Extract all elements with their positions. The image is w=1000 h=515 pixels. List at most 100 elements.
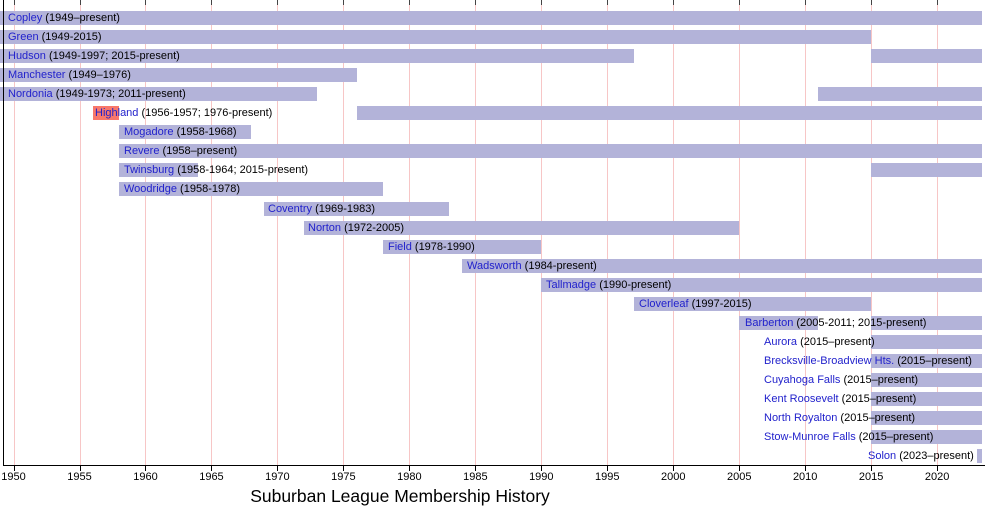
axis-tick-label: 1970 [265,471,290,483]
top-tick [673,0,675,5]
top-tick [211,0,213,5]
axis-tick-label: 2005 [726,471,752,483]
team-link[interactable]: Nordonia [8,88,53,101]
membership-bar [633,296,872,311]
membership-years: (1958–present) [159,145,238,158]
team-link[interactable]: Brecksville-Broadview Hts. [764,354,895,367]
membership-years: (1969-1983) [312,202,376,215]
team-link[interactable]: Tallmadge [546,278,597,291]
team-link[interactable]: Norton [308,221,342,234]
top-tick [475,0,477,5]
gridline [805,0,807,465]
axis-tick-label: 2015 [858,471,884,483]
membership-bar [871,49,982,64]
top-tick [937,0,939,5]
axis-tick [739,465,741,471]
membership-bar [0,87,318,102]
team-link[interactable]: North Royalton [764,412,838,425]
row-label: Field (1978-1990) [388,240,475,254]
row-label: Mogadore (1958-1968) [124,125,237,139]
membership-bar [818,87,982,102]
membership-bar [0,49,634,64]
membership-years: (1990-present) [596,278,672,291]
team-link[interactable]: Highland [95,107,139,120]
membership-years: (2015–present) [838,393,917,405]
gridline [937,0,939,465]
membership-bar [541,277,982,292]
axis-tick [541,465,543,471]
axis-tick-label: 1950 [1,471,26,483]
team-link[interactable]: Aurora [764,335,798,348]
team-link[interactable]: Mogadore [124,126,174,139]
team-link[interactable]: Green [8,31,39,44]
team-link[interactable]: Hudson [8,50,46,63]
team-link[interactable]: Twinsburg [124,164,175,177]
membership-bar [382,239,542,254]
axis-tick [211,465,213,471]
top-tick [739,0,741,5]
row-label: Kent Roosevelt (2015–present) [764,392,916,406]
row-label: Hudson (1949-1997; 2015-present) [8,49,180,63]
membership-bar [871,353,982,368]
membership-years: (1984-present) [521,259,597,272]
membership-bar [871,392,982,406]
team-link[interactable]: Solon [868,450,897,463]
axis-tick [607,465,609,471]
row-label: Solon (2023–present) [868,449,974,463]
axis-tick-label: 1955 [67,471,92,483]
axis-tick [871,465,873,471]
axis-tick [673,465,675,471]
team-link[interactable]: Coventry [268,202,313,215]
membership-years: (2015–present) [840,373,919,386]
gridline [13,0,15,465]
team-link[interactable]: Wadsworth [467,259,522,272]
axis-tick-label: 2000 [661,471,686,483]
row-label: Copley (1949–present) [8,11,120,25]
axis-tick-label: 1965 [199,471,224,483]
axis-tick [409,465,411,471]
membership-years: (2023–present) [896,450,974,463]
row-label: Brecksville-Broadview Hts. (2015–present… [764,354,972,368]
top-tick [79,0,81,5]
axis-tick [475,465,477,471]
membership-bar [119,144,982,159]
row-label: Manchester (1949–1976) [8,68,131,82]
team-link[interactable]: Barberton [745,316,794,329]
top-tick [541,0,543,5]
row-label: Tallmadge (1990-present) [546,278,671,292]
membership-bar [871,315,982,330]
axis-tick [277,465,279,471]
team-link[interactable]: Revere [124,145,160,158]
row-label: Cloverleaf (1997-2015) [639,297,752,311]
x-axis-line [3,465,985,466]
team-link[interactable]: Copley [8,12,43,24]
row-label: Aurora (2015–present) [764,335,875,349]
top-tick [607,0,609,5]
axis-tick [79,465,81,471]
chart-title: Suburban League Membership History [250,486,550,506]
gridline [79,0,81,465]
gridline [211,0,213,465]
gridline [739,0,741,465]
membership-bar-highlight [92,106,120,121]
team-link[interactable]: Stow-Munroe Falls [764,431,856,444]
membership-bar [739,315,819,330]
gridline [145,0,147,465]
membership-bar [0,11,982,25]
membership-bar [119,163,199,178]
membership-bar [976,449,982,464]
team-link[interactable]: Cloverleaf [639,297,689,310]
team-link[interactable]: Kent Roosevelt [764,393,839,405]
top-tick [277,0,279,5]
plot-left-border [3,0,4,466]
team-link[interactable]: Field [388,240,412,253]
row-label: Highland (1956-1957; 1976-present) [95,106,272,120]
team-link[interactable]: Woodridge [124,183,177,196]
axis-tick-label: 1990 [529,471,554,483]
team-link[interactable]: Cuyahoga Falls [764,373,841,386]
top-tick [409,0,411,5]
row-label: Green (1949-2015) [8,30,102,44]
team-link[interactable]: Manchester [8,69,66,82]
membership-years: (2015–present) [894,354,972,367]
